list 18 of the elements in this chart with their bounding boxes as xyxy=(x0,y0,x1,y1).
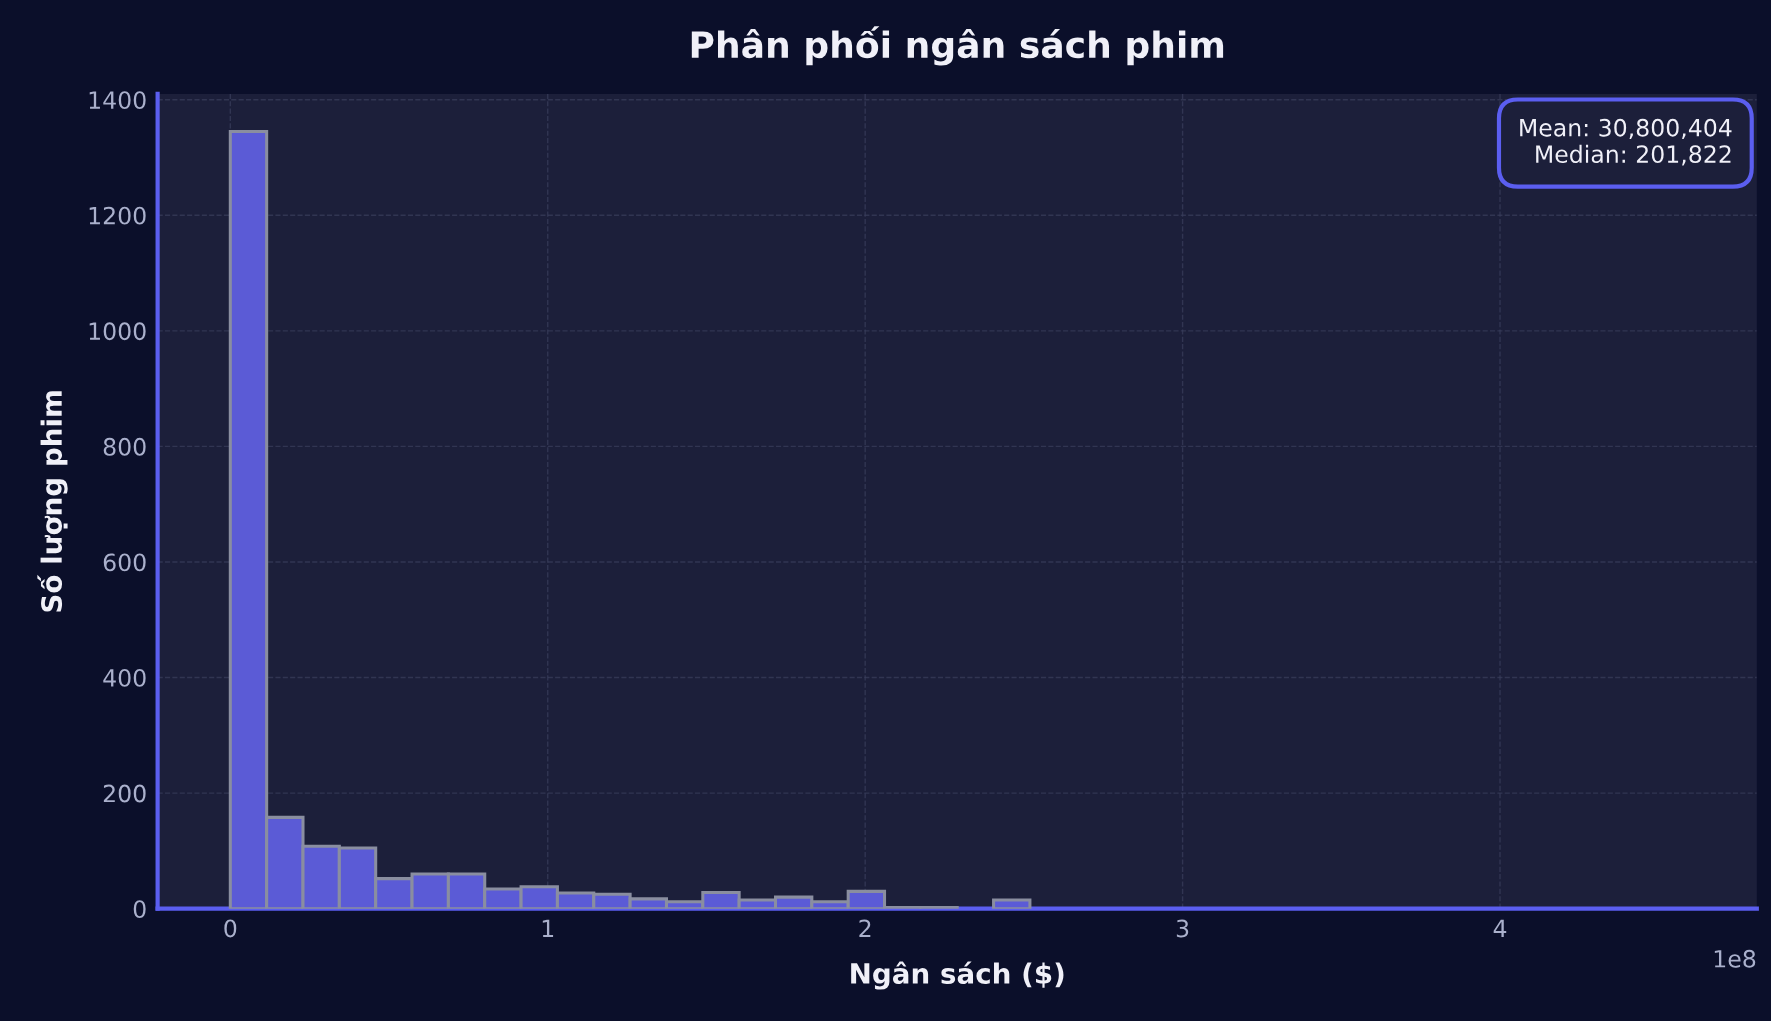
y-tick-label: 200 xyxy=(103,784,146,803)
x-tick-label: 0 xyxy=(224,919,237,938)
chart-title: Phân phối ngân sách phim xyxy=(691,26,1224,66)
y-axis-title: Số lượng phim xyxy=(37,391,68,612)
y-tick-label: 800 xyxy=(103,437,146,456)
y-tick-label: 1200 xyxy=(89,206,146,225)
x-tick-label: 2 xyxy=(859,919,871,938)
annotation: Mean: 30,800,404 Median: 201,822 xyxy=(1520,118,1732,166)
y-tick-label: 400 xyxy=(103,669,146,687)
text: 1e8 xyxy=(1714,949,1756,968)
y-tick-label: 600 xyxy=(103,553,146,572)
x-tick-label: 4 xyxy=(1493,919,1507,938)
x-tick-label: 3 xyxy=(1176,919,1189,938)
y-tick-label: 0 xyxy=(133,900,146,918)
x-axis-title: Ngân sách ($) xyxy=(851,961,1064,990)
x-tick-label: 1 xyxy=(542,919,554,938)
y-tick-label: 1000 xyxy=(89,322,146,341)
y-tick-label: 1400 xyxy=(89,91,146,110)
